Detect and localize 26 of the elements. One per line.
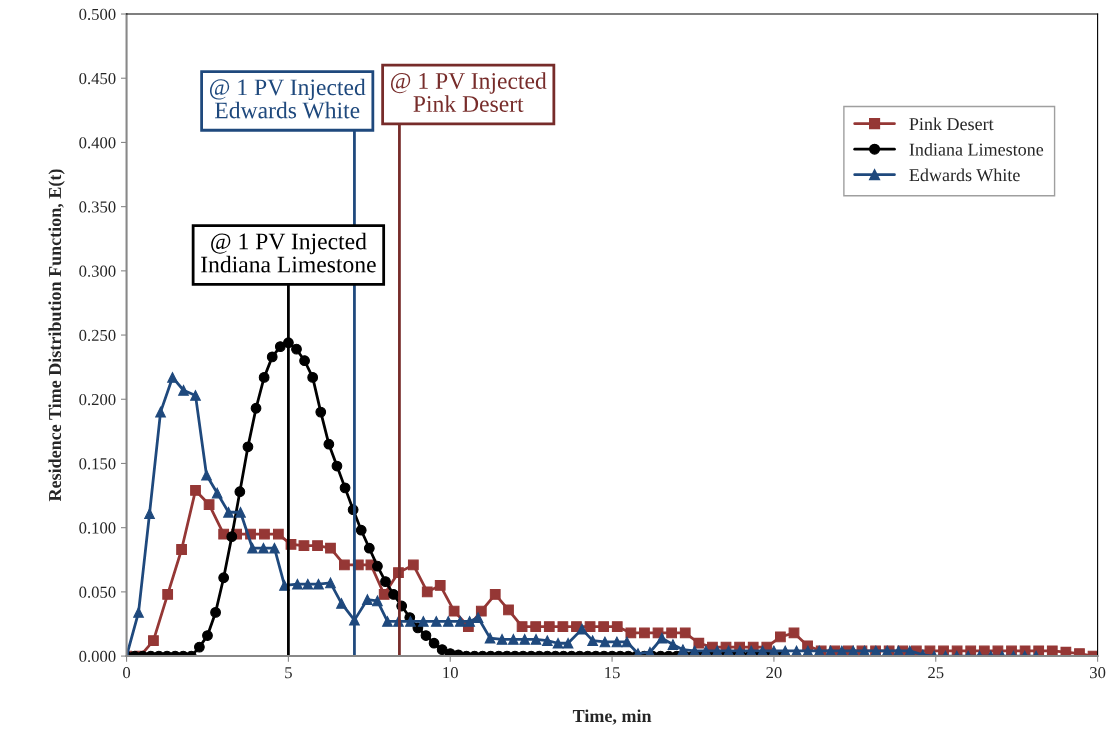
y-tick-label: 0.250	[79, 329, 116, 342]
legend-label: Indiana Limestone	[909, 142, 1044, 156]
legend-label: Pink Desert	[909, 117, 994, 131]
x-tick-label: 0	[123, 666, 131, 679]
y-tick-label: 0.150	[79, 458, 116, 470]
y-tick-label: 0.400	[79, 137, 116, 149]
x-tick-label: 15	[605, 667, 620, 679]
ref-line-label: @ 1 PV Injected Pink Desert	[390, 72, 547, 112]
ref-line-label: @ 1 PV Injected Indiana Limestone	[201, 232, 376, 273]
y-tick-label: 0.300	[79, 265, 116, 277]
y-axis-title: Residence Time Distribution Function, E(t)	[48, 169, 65, 502]
y-tick-label: 0.200	[79, 393, 116, 406]
ref-line-label: @ 1 PV Injected Edwards White	[209, 78, 366, 119]
x-tick-label: 25	[928, 667, 944, 679]
x-tick-label: 10	[443, 666, 458, 679]
legend-label: Edwards White	[909, 168, 1020, 182]
x-tick-label: 30	[1090, 666, 1106, 679]
y-tick-label: 0.450	[79, 72, 116, 85]
x-tick-label: 5	[285, 667, 292, 679]
x-tick-label: 20	[766, 666, 782, 679]
y-tick-label: 0.500	[79, 8, 116, 21]
y-tick-label: 0.050	[79, 586, 116, 598]
y-tick-label: 0.000	[79, 650, 116, 663]
x-axis-title: Time, min	[572, 709, 652, 725]
y-tick-label: 0.100	[79, 522, 116, 534]
y-tick-label: 0.350	[79, 201, 116, 213]
